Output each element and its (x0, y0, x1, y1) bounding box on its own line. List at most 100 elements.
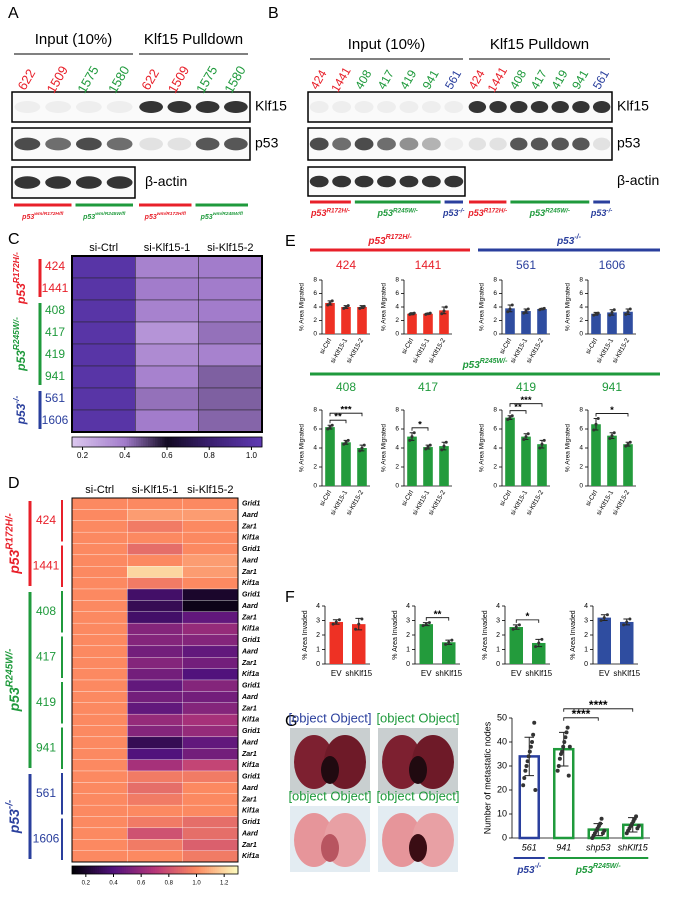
heatmap-cell (135, 321, 199, 345)
colorbar-swatch (196, 866, 200, 874)
heatmap-cell (127, 748, 183, 760)
colorbar-tick-label: 1.2 (220, 881, 229, 887)
bar (325, 302, 335, 334)
blot-band (106, 137, 133, 151)
gene-label: Aard (241, 648, 259, 655)
colorbar-swatch (98, 437, 101, 447)
heatmap-cell (182, 509, 239, 521)
heatmap-cell (182, 759, 239, 772)
colorbar-swatch (136, 437, 139, 447)
gene-label: Kif1a (242, 626, 259, 633)
colorbar-swatch (159, 437, 163, 447)
heatmap-cell (135, 343, 199, 367)
heatmap-cell (71, 827, 128, 840)
heatmap-cell (198, 343, 263, 367)
genotype-label: p53R172H/- (367, 234, 412, 247)
data-point (428, 443, 432, 447)
y-tick-label: 4 (316, 603, 320, 610)
genotype-base: p53 (590, 208, 607, 218)
y-tick-label: 0 (406, 661, 410, 668)
y-axis-label: % Area Invaded (392, 610, 399, 660)
colorbar-swatch (252, 437, 256, 447)
heatmap-cell (182, 600, 239, 612)
y-tick-label: 1 (496, 646, 500, 653)
genotype-base: p53 (442, 208, 459, 218)
heatmap-cell (198, 321, 263, 345)
y-tick-label: 2 (579, 464, 583, 471)
x-tick-label: shKlf15 (345, 669, 372, 678)
y-tick-label: 3 (316, 617, 320, 624)
colorbar-tick-label: 0.8 (165, 881, 174, 887)
data-point (510, 303, 514, 307)
y-axis-label: % Area Invaded (482, 610, 489, 660)
genotype-superscript: R245W/- (11, 317, 21, 350)
colorbar-swatch (175, 866, 179, 874)
bar (329, 621, 343, 664)
data-point (599, 619, 603, 622)
colorbar-swatch (123, 866, 127, 874)
colorbar-swatch (91, 437, 94, 447)
heatmap-cell (127, 759, 183, 772)
gene-label: Kif1a (242, 808, 259, 815)
colorbar-swatch (227, 866, 231, 874)
heatmap-cell (71, 622, 128, 635)
data-point (527, 749, 532, 754)
y-tick-label: 0 (502, 832, 507, 842)
colorbar-swatch (193, 437, 196, 447)
heatmap-cell (182, 497, 239, 510)
genotype-superscript: R172H/- (11, 252, 21, 283)
data-point (594, 422, 598, 426)
data-point (531, 732, 536, 737)
gene-label: Kif1a (242, 580, 259, 587)
y-axis-label: % Area Migrated (299, 283, 306, 331)
colorbar-swatch (171, 437, 175, 447)
x-tick-label: shKlf15 (613, 669, 640, 678)
blot-band (377, 175, 396, 188)
significance-label: **** (572, 707, 591, 721)
blot-band (45, 176, 72, 189)
significance-bracket (595, 413, 629, 417)
data-point (624, 444, 628, 448)
colorbar-swatch (93, 437, 97, 447)
blot-row-label: β-actin (145, 173, 187, 189)
colorbar-swatch (212, 437, 215, 447)
blot-band (45, 137, 72, 151)
y-tick-label: 2 (579, 317, 583, 324)
colorbar-swatch (174, 437, 177, 447)
y-axis-label: % Area Migrated (381, 424, 388, 472)
gene-label: Grid1 (242, 728, 260, 735)
y-tick-label: 0 (579, 483, 583, 490)
colorbar-swatch (235, 437, 239, 447)
genotype-label: p53-/- (516, 863, 542, 876)
colorbar-swatch (186, 437, 189, 447)
colorbar-swatch (148, 866, 152, 874)
y-axis-label: % Area Migrated (299, 424, 306, 472)
colorbar-swatch (117, 866, 121, 874)
colorbar-swatch (231, 866, 235, 874)
heatmap-cell (135, 255, 199, 279)
column-header: si-Ctrl (85, 484, 114, 496)
colorbar-swatch (181, 437, 185, 447)
heatmap-cell (182, 622, 239, 635)
colorbar-swatch (176, 437, 180, 447)
colorbar-swatch (146, 866, 150, 874)
data-point (628, 307, 632, 311)
colorbar-tick-label: 0.6 (161, 451, 173, 460)
y-tick-label: 4 (579, 445, 583, 452)
colorbar-swatch (223, 866, 227, 874)
image-label: [object Object] (376, 710, 459, 725)
colorbar-swatch (133, 437, 137, 447)
colorbar-swatch (240, 437, 244, 447)
colorbar-swatch (200, 866, 204, 874)
data-point (447, 640, 451, 644)
blot-band (195, 101, 220, 113)
row-label: 419 (45, 347, 65, 361)
blot-band (489, 137, 507, 151)
colorbar-swatch (132, 866, 135, 874)
data-point (612, 431, 616, 435)
genotype-base: p53 (310, 208, 327, 218)
colorbar-swatch (231, 437, 234, 447)
genotype-superscript: R172H/- (4, 513, 15, 549)
gene-label: Aard (241, 785, 259, 792)
blot-band (551, 137, 569, 151)
